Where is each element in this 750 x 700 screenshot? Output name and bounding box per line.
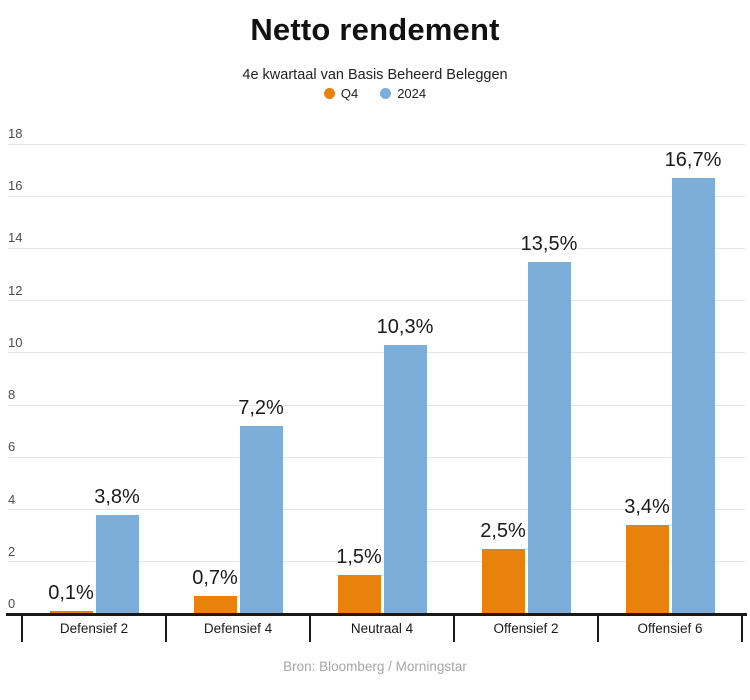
x-axis-tick-0 — [21, 614, 23, 642]
y-axis-label-10: 10 — [8, 334, 23, 350]
chart-title: Netto rendement — [250, 12, 500, 47]
bar-2024-defensief-2 — [95, 514, 139, 614]
y-axis-label-8: 8 — [8, 387, 16, 403]
y-axis-label-2: 2 — [8, 543, 16, 559]
legend: Q4 2024 — [0, 86, 750, 101]
y-axis-label-18: 18 — [8, 126, 23, 141]
x-axis-category-offensief-2: Offensief 2 — [493, 621, 559, 636]
legend-item-q4: Q4 — [323, 86, 359, 101]
x-axis-tick-1 — [165, 614, 167, 642]
value-label-2024-defensief-2: 3,8% — [94, 485, 140, 508]
legend-dot-icon — [380, 88, 392, 99]
y-axis-label-12: 12 — [8, 282, 23, 298]
value-label-q4-offensief-2: 2,5% — [480, 519, 526, 542]
gridline-6 — [8, 456, 745, 458]
value-label-q4-defensief-4: 0,7% — [192, 566, 238, 589]
legend-dot-icon — [323, 88, 335, 99]
bar-q4-offensief-6 — [625, 525, 669, 614]
value-label-2024-offensief-6: 16,7% — [664, 148, 722, 171]
bar-q4-offensief-2 — [481, 548, 525, 614]
chart-subtitle: 4e kwartaal van Basis Beheerd Beleggen — [242, 67, 508, 83]
x-axis-line — [6, 612, 747, 616]
source-text: Bron: Bloomberg / Morningstar — [283, 659, 467, 674]
bar-2024-offensief-6 — [671, 177, 715, 614]
value-label-2024-neutraal-4: 10,3% — [376, 316, 434, 339]
value-label-q4-defensief-2: 0,1% — [48, 582, 94, 605]
value-label-2024-offensief-2: 13,5% — [520, 232, 578, 255]
value-label-q4-offensief-6: 3,4% — [624, 496, 670, 519]
x-axis-tick-2 — [309, 614, 311, 642]
y-axis-label-14: 14 — [8, 230, 23, 246]
legend-item-2024: 2024 — [380, 86, 426, 101]
y-axis-label-0: 0 — [8, 596, 16, 611]
x-axis-tick-4 — [597, 614, 599, 642]
gridline-16 — [8, 195, 745, 197]
bar-q4-defensief-4 — [193, 595, 237, 614]
x-axis-category-offensief-6: Offensief 6 — [637, 621, 703, 636]
y-axis-label-4: 4 — [8, 491, 16, 507]
legend-label: Q4 — [340, 86, 359, 101]
bar-q4-neutraal-4 — [337, 574, 381, 614]
y-axis-label-6: 6 — [8, 439, 16, 455]
gridline-2 — [8, 561, 745, 563]
bar-2024-neutraal-4 — [383, 345, 427, 614]
gridline-12 — [8, 300, 745, 302]
gridline-8 — [8, 404, 745, 406]
x-axis-category-defensief-4: Defensief 4 — [203, 621, 273, 636]
value-label-2024-defensief-4: 7,2% — [238, 397, 284, 419]
bar-2024-offensief-2 — [527, 261, 571, 614]
bar-2024-defensief-4 — [239, 426, 283, 614]
gridline-10 — [8, 352, 745, 354]
y-axis-label-16: 16 — [8, 178, 23, 194]
value-label-q4-neutraal-4: 1,5% — [336, 545, 382, 568]
legend-label: 2024 — [397, 86, 427, 101]
gridline-4 — [8, 509, 745, 511]
x-axis-tick-5 — [741, 614, 743, 642]
gridline-18 — [8, 143, 745, 145]
x-axis-tick-3 — [453, 614, 455, 642]
x-axis-category-neutraal-4: Neutraal 4 — [350, 621, 414, 636]
x-axis-category-defensief-2: Defensief 2 — [59, 621, 129, 636]
gridline-14 — [8, 247, 745, 249]
